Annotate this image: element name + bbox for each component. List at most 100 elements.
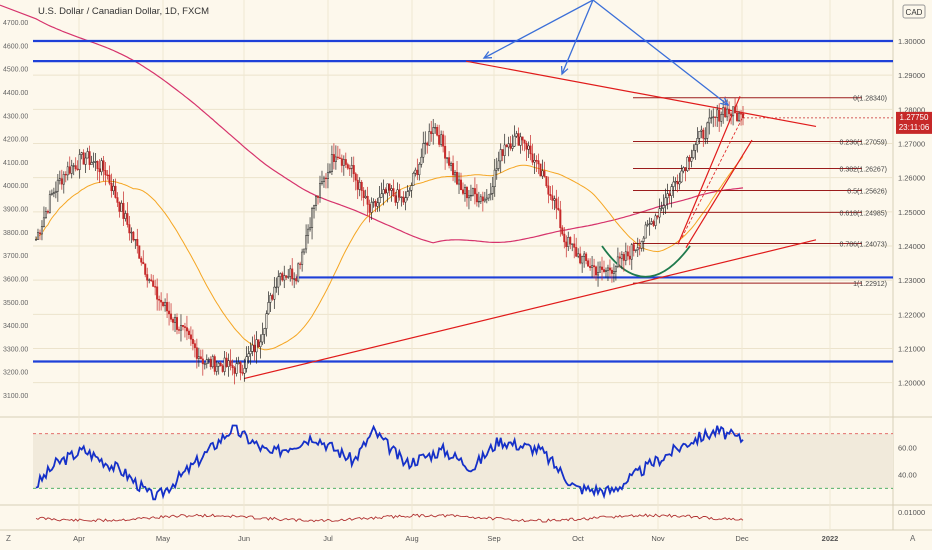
channel-lower-line[interactable] xyxy=(685,139,753,249)
candle-body xyxy=(722,107,725,115)
zoom-corner-label[interactable]: Z xyxy=(6,534,11,543)
candle-body xyxy=(281,273,284,281)
candle-body xyxy=(362,190,365,199)
candle-body xyxy=(606,267,609,271)
candle-body xyxy=(658,208,661,218)
candle-body xyxy=(684,167,687,171)
candle-body xyxy=(444,146,447,159)
candle-body xyxy=(587,260,590,267)
candle-body xyxy=(267,302,270,315)
candle-body xyxy=(473,188,476,195)
trend-lines[interactable] xyxy=(243,60,817,380)
candle-body xyxy=(620,254,623,259)
candle-body xyxy=(483,198,486,202)
fib-level-label: 0.5(1.25626) xyxy=(847,188,887,195)
candle-body xyxy=(616,256,619,267)
candle-body xyxy=(593,265,596,268)
candle-body xyxy=(537,160,540,165)
candle-body xyxy=(469,194,472,197)
rsi-line xyxy=(35,424,744,501)
annotation-arrow-right-head xyxy=(720,97,730,106)
time-axis-tick: Apr xyxy=(73,534,85,543)
price-axis-tick: 1.24000 xyxy=(898,242,925,251)
annotation-arrow-left[interactable] xyxy=(483,0,594,59)
candle-body xyxy=(545,176,548,187)
candle-body xyxy=(644,224,647,239)
fibonacci-retracement[interactable]: 0(1.28340) 0.236(1.27059) 0.382(1.26267) 0.… xyxy=(633,96,887,288)
left-axis-tick: 3900.00 xyxy=(3,207,28,214)
ascending-trendline[interactable] xyxy=(243,239,817,380)
candle-body xyxy=(479,196,482,202)
candle-body xyxy=(706,122,709,139)
candle-body xyxy=(209,358,212,368)
candle-body xyxy=(191,338,194,344)
channel-upper-line[interactable] xyxy=(677,96,741,245)
lower-indicator-pane[interactable]: 0.01000 xyxy=(35,508,925,523)
candle-body xyxy=(581,256,584,264)
price-axis[interactable]: 1.30000 1.29000 1.28000 1.27000 1.26000 1.250… xyxy=(898,37,925,388)
candle-body xyxy=(668,193,671,196)
price-axis-tick: 1.30000 xyxy=(898,37,925,46)
annotation-arrow-left-head xyxy=(482,51,493,59)
candle-body xyxy=(116,197,119,203)
candle-body xyxy=(432,127,435,134)
currency-badge[interactable] xyxy=(902,4,926,19)
candle-body xyxy=(589,266,592,268)
candle-body xyxy=(34,239,38,241)
candle-body xyxy=(724,107,727,118)
annotation-arrow-right[interactable] xyxy=(592,0,729,106)
candle-body xyxy=(410,185,413,191)
cup-pattern-arc[interactable] xyxy=(601,245,691,278)
lower-axis-tick: 0.01000 xyxy=(898,508,925,517)
candle-body xyxy=(299,263,302,265)
candle-body xyxy=(438,134,441,145)
candle-body xyxy=(293,278,296,280)
candle-body xyxy=(412,173,415,186)
price-axis-tick: 1.21000 xyxy=(898,345,925,354)
descending-trendline[interactable] xyxy=(465,60,817,128)
candle-body xyxy=(493,169,496,187)
candle-body xyxy=(640,241,643,249)
annotation-arrow-middle[interactable] xyxy=(561,0,594,75)
left-axis-tick: 3300.00 xyxy=(3,346,28,353)
candle-body xyxy=(710,117,713,119)
candle-body xyxy=(285,275,288,278)
channel-mid-line[interactable] xyxy=(681,112,746,238)
candle-body xyxy=(317,196,320,198)
rsi-pane[interactable]: 60.00 40.00 xyxy=(33,424,917,501)
candle-body xyxy=(499,149,502,162)
candle-body xyxy=(307,228,310,236)
candle-body xyxy=(396,189,399,203)
time-axis[interactable]: Apr May Jun Jul Aug Sep Oct Nov Dec 2022 xyxy=(73,534,838,543)
candle-body xyxy=(414,169,417,174)
candle-body xyxy=(610,269,613,274)
candle-body xyxy=(275,286,278,289)
candle-body xyxy=(732,106,735,117)
candle-body xyxy=(219,362,222,367)
candle-body xyxy=(160,299,163,303)
candle-body xyxy=(521,136,524,141)
candle-body xyxy=(384,189,387,194)
candle-body xyxy=(166,302,169,312)
candle-body xyxy=(716,109,719,118)
candle-body xyxy=(295,278,298,282)
time-axis-tick: Aug xyxy=(405,534,418,543)
candle-body xyxy=(48,194,51,213)
candle-body xyxy=(322,177,325,183)
candle-body xyxy=(38,232,41,235)
candle-body xyxy=(503,144,506,156)
candle-body xyxy=(197,356,200,359)
countdown-timer: 23:11:06 xyxy=(899,123,930,132)
price-axis-tick: 1.23000 xyxy=(898,276,925,285)
candle-body xyxy=(203,363,206,365)
candle-body xyxy=(461,189,464,194)
candle-body xyxy=(108,174,111,184)
fib-level-label: 0(1.28340) xyxy=(853,96,887,103)
candle-body xyxy=(541,170,544,177)
annotation-arrows[interactable] xyxy=(482,0,730,106)
auto-scale-toggle[interactable]: A xyxy=(910,534,916,543)
candle-body xyxy=(360,181,363,191)
candle-body xyxy=(559,209,562,229)
candle-body xyxy=(356,179,359,190)
